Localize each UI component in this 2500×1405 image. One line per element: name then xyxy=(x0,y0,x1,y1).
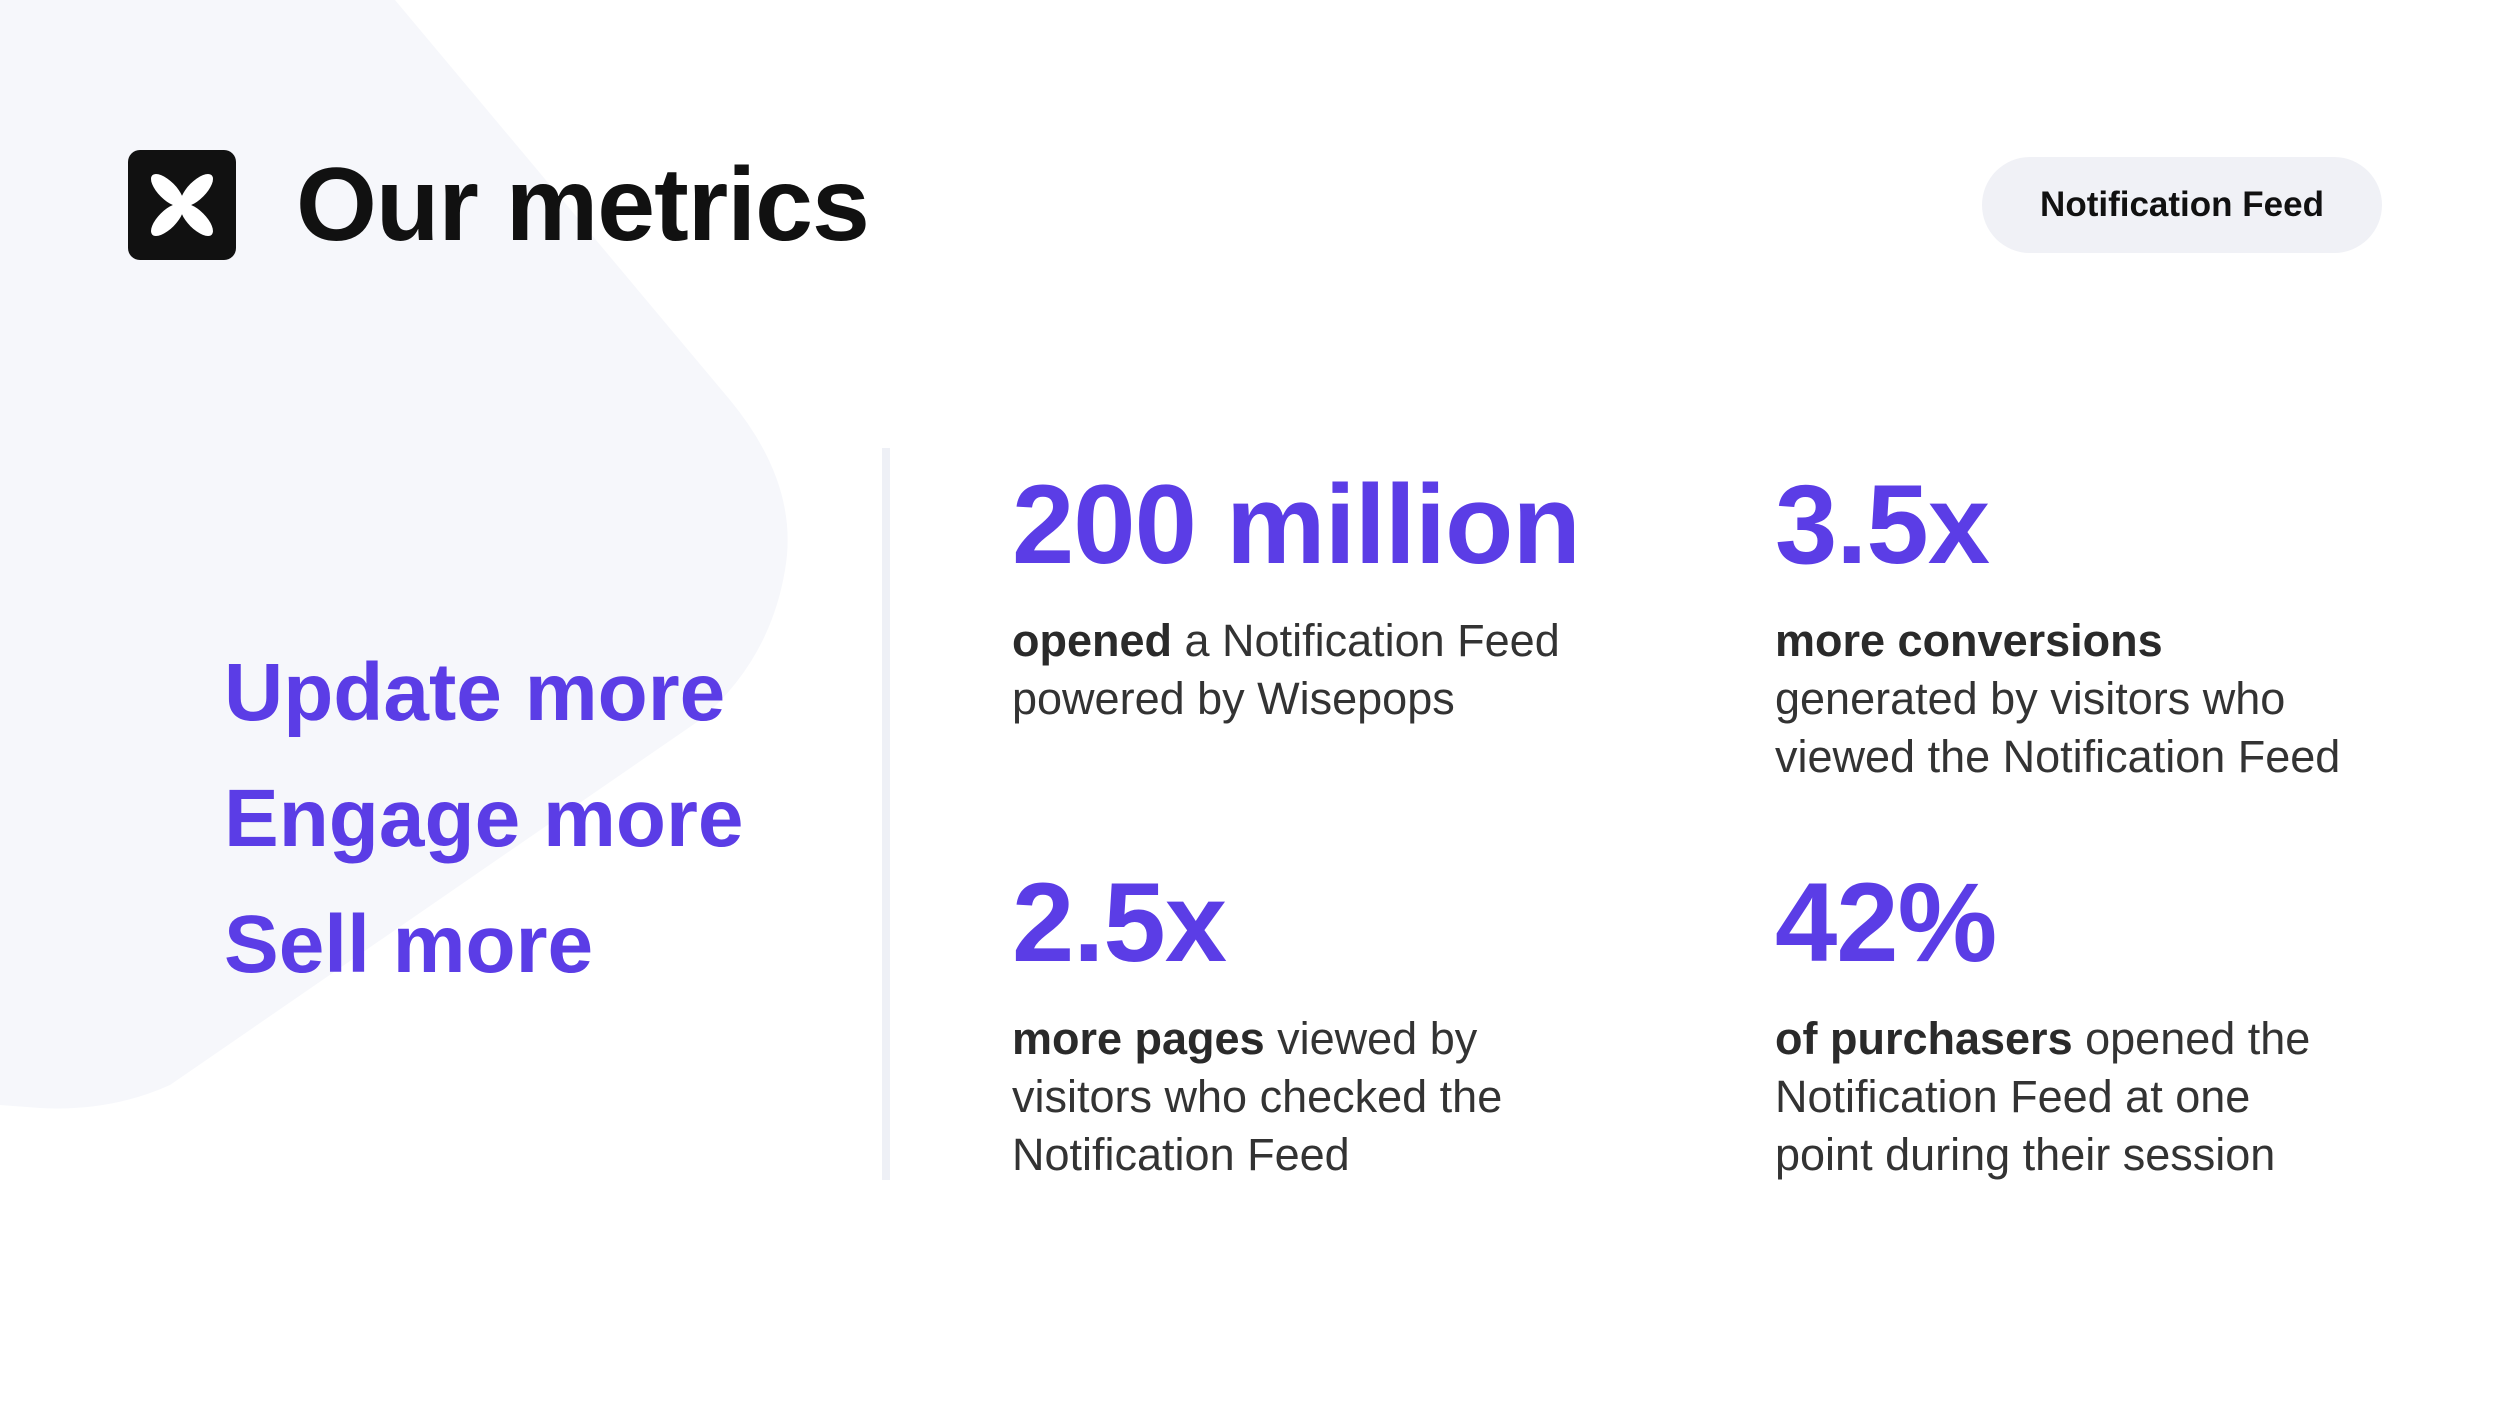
metric-desc-strong: opened xyxy=(1012,615,1173,666)
metric-description: opened a Notification Feed powered by Wi… xyxy=(1012,612,1772,728)
metric-value: 2.5x xyxy=(1012,860,1227,985)
metric-value: 200 million xyxy=(1012,462,1581,587)
vertical-divider xyxy=(882,448,890,1180)
metric-desc-line: more pages viewed by xyxy=(1012,1010,1772,1068)
clover-x-logo-icon xyxy=(128,150,236,260)
metric-desc-line: viewed the Notification Feed xyxy=(1775,731,2341,782)
metric-desc-line: powered by Wisepops xyxy=(1012,673,1455,724)
metric-desc-line: Notification Feed xyxy=(1012,1129,1350,1180)
metric-desc-line: opened a Notification Feed xyxy=(1012,612,1772,670)
metric-value: 42% xyxy=(1775,860,1997,985)
metric-desc-rest: a Notification Feed xyxy=(1172,615,1560,666)
metric-value: 3.5x xyxy=(1775,462,1990,587)
taglines: Update more Engage more Sell more xyxy=(224,630,743,1008)
metric-desc-strong: more pages xyxy=(1012,1013,1265,1064)
metric-desc-line: generated by visitors who xyxy=(1775,673,2286,724)
metric-desc-line: point during their session xyxy=(1775,1129,2276,1180)
metric-description: more pages viewed by visitors who checke… xyxy=(1012,1010,1772,1184)
notification-feed-badge[interactable]: Notification Feed xyxy=(1982,157,2382,253)
metric-desc-line: of purchasers opened the xyxy=(1775,1010,2500,1068)
tagline-engage: Engage more xyxy=(224,773,744,864)
metric-desc-line: Notification Feed at one xyxy=(1775,1071,2251,1122)
metric-desc-rest: viewed by xyxy=(1264,1013,1478,1064)
header: Our metrics Notification Feed xyxy=(0,0,2500,400)
metric-desc-line: visitors who checked the xyxy=(1012,1071,1503,1122)
metric-card-pages: 2.5x more pages viewed by visitors who c… xyxy=(1012,858,1772,1184)
metric-card-opened: 200 million opened a Notification Feed p… xyxy=(1012,460,1772,728)
metric-desc-rest: opened the xyxy=(2072,1013,2311,1064)
tagline-sell: Sell more xyxy=(224,899,594,990)
metric-description: more conversions generated by visitors w… xyxy=(1775,612,2500,786)
tagline-update: Update more xyxy=(224,647,726,738)
metric-desc-strong: more conversions xyxy=(1775,615,2163,666)
metric-card-purchasers: 42% of purchasers opened the Notificatio… xyxy=(1775,858,2500,1184)
metric-desc-strong: of purchasers xyxy=(1775,1013,2073,1064)
metric-description: of purchasers opened the Notification Fe… xyxy=(1775,1010,2500,1184)
metric-desc-line: more conversions xyxy=(1775,612,2500,670)
page-title: Our metrics xyxy=(296,147,870,263)
metric-card-conversions: 3.5x more conversions generated by visit… xyxy=(1775,460,2500,786)
